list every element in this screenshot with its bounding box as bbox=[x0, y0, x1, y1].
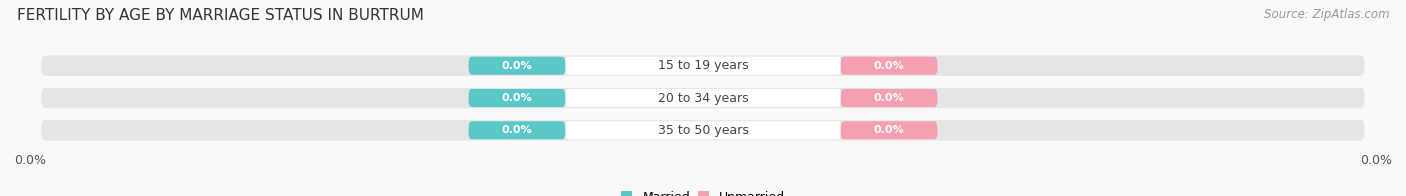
Text: 0.0%: 0.0% bbox=[14, 153, 46, 167]
FancyBboxPatch shape bbox=[841, 89, 938, 107]
Text: 15 to 19 years: 15 to 19 years bbox=[658, 59, 748, 72]
FancyBboxPatch shape bbox=[41, 55, 1365, 76]
Text: FERTILITY BY AGE BY MARRIAGE STATUS IN BURTRUM: FERTILITY BY AGE BY MARRIAGE STATUS IN B… bbox=[17, 8, 423, 23]
Text: 0.0%: 0.0% bbox=[1360, 153, 1392, 167]
FancyBboxPatch shape bbox=[565, 121, 841, 139]
FancyBboxPatch shape bbox=[41, 120, 1365, 141]
Text: 0.0%: 0.0% bbox=[873, 93, 904, 103]
FancyBboxPatch shape bbox=[565, 89, 841, 107]
Text: 0.0%: 0.0% bbox=[502, 93, 533, 103]
FancyBboxPatch shape bbox=[468, 89, 565, 107]
FancyBboxPatch shape bbox=[468, 121, 565, 139]
FancyBboxPatch shape bbox=[565, 57, 841, 75]
Text: Source: ZipAtlas.com: Source: ZipAtlas.com bbox=[1264, 8, 1389, 21]
Legend: Married, Unmarried: Married, Unmarried bbox=[621, 191, 785, 196]
Text: 0.0%: 0.0% bbox=[873, 61, 904, 71]
FancyBboxPatch shape bbox=[841, 57, 938, 75]
Text: 0.0%: 0.0% bbox=[502, 125, 533, 135]
Text: 35 to 50 years: 35 to 50 years bbox=[658, 124, 748, 137]
FancyBboxPatch shape bbox=[468, 57, 565, 75]
Text: 0.0%: 0.0% bbox=[873, 125, 904, 135]
Text: 20 to 34 years: 20 to 34 years bbox=[658, 92, 748, 104]
FancyBboxPatch shape bbox=[41, 88, 1365, 108]
Text: 0.0%: 0.0% bbox=[502, 61, 533, 71]
FancyBboxPatch shape bbox=[841, 121, 938, 139]
